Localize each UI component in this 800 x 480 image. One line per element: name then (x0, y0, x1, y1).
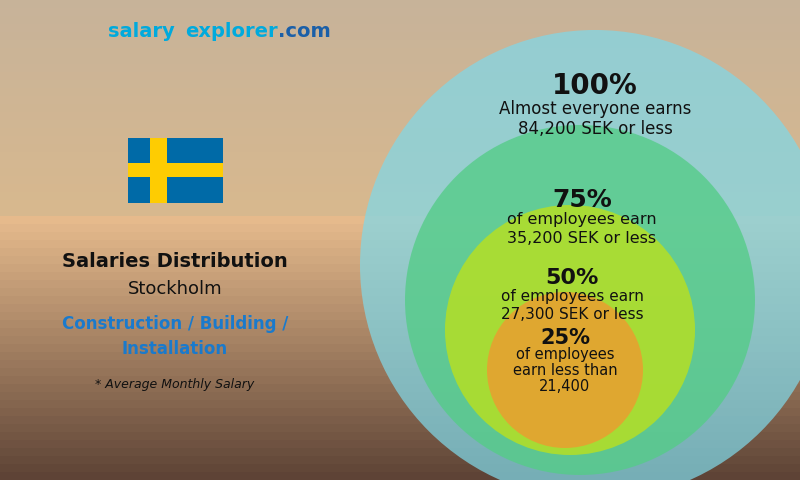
Bar (0, 208, 800, 217)
Text: Stockholm: Stockholm (128, 280, 222, 298)
Bar (0, 168, 800, 177)
Bar (150, 137, 167, 203)
Bar (0, 424, 800, 433)
Bar (0, 144, 800, 153)
Bar (0, 176, 800, 185)
Bar (0, 464, 800, 473)
Bar (0, 56, 800, 65)
Bar (0, 320, 800, 329)
Bar (0, 40, 800, 49)
Text: 27,300 SEK or less: 27,300 SEK or less (501, 307, 643, 322)
Bar (0, 272, 800, 281)
Bar (0, 192, 800, 201)
Text: explorer: explorer (185, 22, 278, 41)
Text: 100%: 100% (552, 72, 638, 100)
Bar (0, 360, 800, 369)
Text: Almost everyone earns: Almost everyone earns (499, 100, 691, 118)
Circle shape (487, 292, 643, 448)
Bar (0, 400, 800, 409)
Bar (0, 112, 800, 121)
Bar (0, 368, 800, 377)
Bar (0, 248, 800, 257)
Bar (0, 296, 800, 305)
Bar (0, 96, 800, 105)
Bar (0, 200, 800, 209)
Bar (0, 440, 800, 449)
Circle shape (360, 30, 800, 480)
Bar (0, 456, 800, 465)
Bar (0, 384, 800, 393)
Bar (0, 264, 800, 273)
Bar (0, 312, 800, 321)
Bar (0, 256, 800, 265)
Bar (0, 64, 800, 73)
Text: 75%: 75% (552, 188, 612, 212)
Circle shape (445, 205, 695, 455)
Bar (0, 472, 800, 480)
Circle shape (405, 125, 755, 475)
Bar (127, 137, 222, 203)
Text: 50%: 50% (546, 268, 598, 288)
Text: of employees earn: of employees earn (507, 212, 657, 227)
Bar (0, 32, 800, 41)
Bar (0, 24, 800, 33)
Text: of employees earn: of employees earn (501, 289, 643, 304)
Bar (0, 0, 800, 9)
Bar (0, 128, 800, 137)
Bar (0, 216, 800, 225)
Text: of employees: of employees (516, 347, 614, 362)
Bar (0, 288, 800, 297)
Text: .com: .com (278, 22, 330, 41)
Bar (0, 16, 800, 25)
Bar (0, 392, 800, 401)
Text: * Average Monthly Salary: * Average Monthly Salary (95, 378, 254, 391)
Bar (0, 336, 800, 345)
Bar (0, 80, 800, 89)
Bar (0, 48, 800, 57)
Bar (127, 163, 222, 177)
Bar (0, 408, 800, 417)
Bar (0, 432, 800, 441)
Bar (0, 224, 800, 233)
Bar (0, 352, 800, 361)
Bar (0, 184, 800, 193)
Bar (0, 376, 800, 385)
Text: 21,400: 21,400 (539, 379, 590, 394)
Text: Construction / Building /: Construction / Building / (62, 315, 288, 333)
Bar (0, 280, 800, 289)
Text: 84,200 SEK or less: 84,200 SEK or less (518, 120, 673, 138)
Bar (0, 72, 800, 81)
Bar (0, 88, 800, 97)
Bar (0, 160, 800, 169)
Bar (0, 136, 800, 145)
Text: earn less than: earn less than (513, 363, 618, 378)
Bar (0, 240, 800, 249)
Bar (0, 104, 800, 113)
Bar (0, 328, 800, 337)
Bar (0, 120, 800, 129)
Bar (0, 448, 800, 457)
Text: Installation: Installation (122, 340, 228, 358)
Bar (0, 152, 800, 161)
Bar (0, 344, 800, 353)
Text: 35,200 SEK or less: 35,200 SEK or less (507, 231, 657, 246)
Bar (0, 232, 800, 241)
Text: 25%: 25% (540, 328, 590, 348)
Text: salary: salary (108, 22, 174, 41)
Text: Salaries Distribution: Salaries Distribution (62, 252, 288, 271)
Bar (0, 416, 800, 425)
Bar (0, 8, 800, 17)
Bar (0, 304, 800, 313)
